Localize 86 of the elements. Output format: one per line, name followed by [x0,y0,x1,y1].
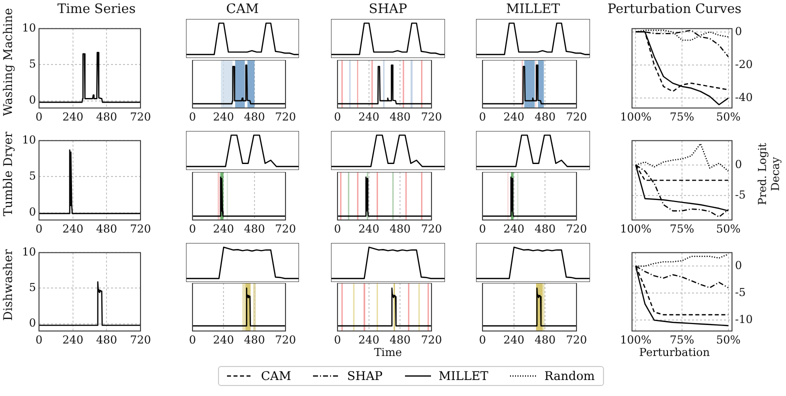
y2-tick-label: 0 [735,24,742,38]
x-tick-label: 480 [244,110,265,124]
y-tick-label: 5 [29,281,36,294]
x-tick-label: 480 [534,110,556,124]
legend-label: SHAP [347,369,383,383]
x-axis-title: Perturbation [638,346,711,359]
y2-tick-label: -20 [735,58,753,71]
x-tick-label: 50% [716,110,741,124]
x-tick-label: 720 [566,333,587,346]
x-tick-label: 100% [620,333,652,346]
y-axis-title: Washing Machine [1,6,15,118]
legend-label: Random [544,369,595,383]
x-tick-label: 720 [275,222,296,236]
x-tick-label: 480 [96,222,118,236]
x-tick-label: 720 [130,110,151,124]
chart-title: SHAP [368,2,408,17]
x-tick-label: 480 [244,333,265,346]
x-tick-label: 50% [716,333,741,346]
y-tick-label: 5 [29,58,36,71]
legend-label: MILLET [438,369,488,383]
x-tick-label: 240 [213,110,234,124]
y-tick-label: 0 [29,206,36,219]
x-tick-label: 480 [534,333,556,346]
x-axis-title: Time [373,346,403,359]
y-tick-label: 0 [29,94,36,107]
x-tick-label: 0 [189,333,196,346]
x-tick-label: 720 [130,333,151,346]
x-tick-label: 0 [479,222,486,236]
x-tick-label: 100% [620,222,652,236]
x-tick-label: 720 [275,333,296,346]
x-tick-label: 240 [62,333,84,346]
x-tick-label: 50% [716,222,741,236]
x-tick-label: 75% [670,222,694,236]
x-tick-label: 480 [390,110,411,124]
y-tick-label: 0 [29,316,36,330]
x-tick-label: 0 [334,222,341,236]
x-tick-label: 240 [358,110,380,124]
x-tick-label: 0 [189,222,196,236]
x-tick-label: 720 [275,110,296,124]
chart-title: Time Series [56,2,137,17]
x-tick-label: 480 [390,333,411,346]
y-tick-label: 10 [22,21,36,34]
y2-tick-label: 0 [735,158,742,171]
x-tick-label: 240 [503,110,524,124]
y2-axis-title: Pred. Logit Decay [756,141,782,207]
x-tick-label: 720 [130,222,151,236]
x-tick-label: 0 [189,110,196,124]
y2-tick-label: 0 [735,258,742,272]
x-tick-label: 0 [334,333,341,346]
x-tick-label: 720 [421,333,442,346]
x-tick-label: 0 [479,110,486,124]
y2-tick-label: -10 [735,313,753,326]
x-tick-label: 240 [358,333,380,346]
x-tick-label: 480 [96,110,118,124]
x-tick-label: 240 [503,222,524,236]
x-tick-label: 240 [503,333,524,346]
chart-title: Perturbation Curves [606,2,742,17]
chart-title: MILLET [505,2,561,17]
chart-title: CAM [225,2,260,17]
x-tick-label: 720 [421,222,442,236]
x-tick-label: 480 [96,333,118,346]
y2-tick-label: -5 [735,188,746,202]
x-tick-label: 720 [566,110,587,124]
legend-label: CAM [261,369,292,383]
x-tick-label: 720 [566,222,587,236]
x-tick-label: 720 [421,110,442,124]
y2-tick-label: -5 [735,286,746,300]
x-tick-label: 480 [390,222,411,236]
x-tick-label: 0 [479,333,486,346]
x-tick-label: 240 [62,222,84,236]
x-tick-label: 240 [62,110,84,124]
x-tick-label: 100% [620,110,652,124]
y-tick-label: 10 [22,245,36,258]
y-axis-title: Tumble Dryer [1,130,15,218]
x-tick-label: 480 [534,222,556,236]
y-tick-label: 5 [29,170,36,183]
x-tick-label: 480 [244,222,265,236]
x-tick-label: 75% [670,110,694,124]
x-tick-label: 0 [334,110,341,124]
y-tick-label: 10 [22,133,36,146]
x-tick-label: 240 [358,222,380,236]
x-tick-label: 240 [213,222,234,236]
y-axis-title: Dishwasher [1,248,15,323]
x-tick-label: 75% [670,333,694,346]
x-tick-label: 240 [213,333,234,346]
y2-tick-label: -40 [735,90,753,104]
